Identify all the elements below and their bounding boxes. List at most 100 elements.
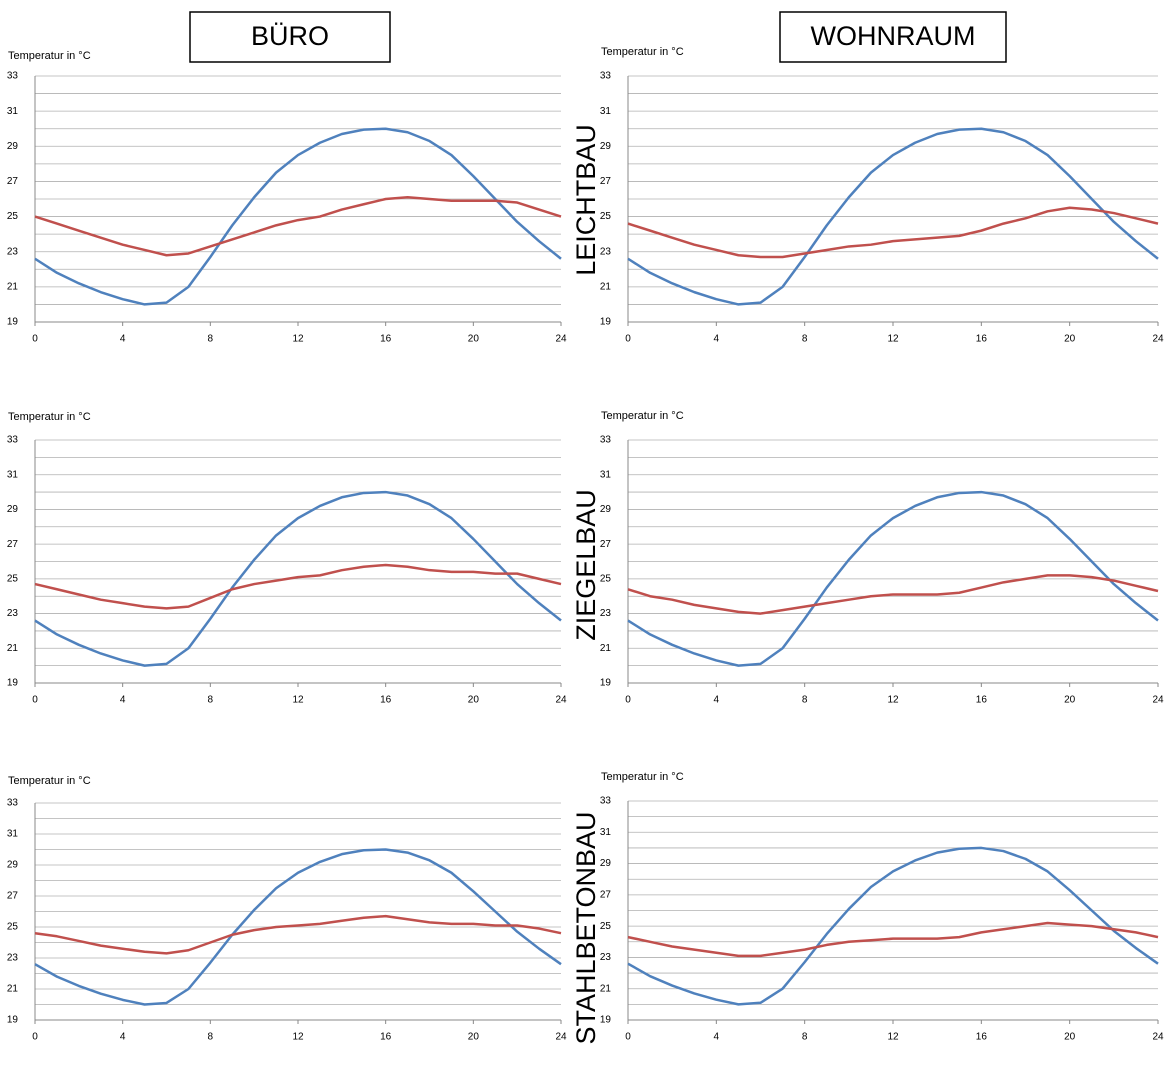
y-tick-label: 21 (7, 643, 19, 654)
series-line (34, 563, 562, 610)
y-tick-label: 33 (600, 71, 612, 82)
x-tick-label: 8 (208, 695, 214, 706)
x-tick-label: 24 (1152, 695, 1164, 706)
x-tick-label: 20 (1064, 695, 1076, 706)
y-tick-label: 31 (600, 469, 612, 480)
column-header: WOHNRAUM (811, 21, 976, 51)
series-line (34, 195, 562, 257)
y-tick-label: 25 (600, 573, 612, 584)
row-header: LEICHTBAU (571, 124, 601, 276)
y-tick-label: 23 (7, 608, 19, 619)
x-tick-label: 12 (887, 695, 899, 706)
y-tick-label: 27 (7, 539, 19, 550)
x-tick-label: 8 (802, 1032, 808, 1043)
y-tick-label: 21 (7, 281, 19, 292)
y-tick-label: 29 (7, 860, 19, 871)
series-line (34, 914, 562, 955)
y-tick-label: 27 (7, 891, 19, 902)
y-tick-label: 21 (600, 643, 612, 654)
x-tick-label: 16 (380, 1032, 392, 1043)
x-tick-label: 16 (976, 334, 988, 345)
x-tick-label: 8 (208, 334, 214, 345)
header-box (189, 11, 391, 63)
y-axis-title: Temperatur in °C (601, 46, 684, 58)
x-tick-label: 20 (468, 695, 480, 706)
y-tick-label: 19 (7, 1015, 19, 1026)
series-line (627, 206, 1159, 259)
y-tick-label: 23 (600, 952, 612, 963)
y-axis-title: Temperatur in °C (601, 410, 684, 422)
row-header: STAHLBETONBAU (571, 811, 601, 1044)
x-tick-label: 20 (1064, 334, 1076, 345)
y-tick-label: 33 (7, 71, 19, 82)
series-line (627, 574, 1159, 615)
x-tick-label: 16 (380, 334, 392, 345)
y-axis-title: Temperatur in °C (8, 775, 91, 787)
x-tick-label: 16 (380, 695, 392, 706)
y-tick-label: 23 (7, 953, 19, 964)
x-tick-label: 0 (625, 1032, 631, 1043)
x-tick-label: 4 (714, 695, 720, 706)
y-tick-label: 21 (600, 281, 612, 292)
y-tick-label: 25 (600, 921, 612, 932)
y-tick-label: 19 (600, 678, 612, 689)
x-tick-label: 24 (555, 334, 567, 345)
y-tick-label: 25 (600, 211, 612, 222)
x-tick-label: 24 (555, 695, 567, 706)
y-tick-label: 19 (7, 317, 19, 328)
x-tick-label: 24 (555, 1032, 567, 1043)
y-tick-label: 31 (7, 829, 19, 840)
x-tick-label: 8 (802, 334, 808, 345)
x-tick-label: 8 (208, 1032, 214, 1043)
y-tick-label: 21 (600, 983, 612, 994)
y-tick-label: 23 (7, 246, 19, 257)
y-tick-label: 27 (7, 176, 19, 187)
x-tick-label: 12 (887, 1032, 899, 1043)
series-line (34, 490, 562, 667)
y-tick-label: 27 (600, 176, 612, 187)
x-tick-label: 0 (32, 695, 38, 706)
x-tick-label: 16 (976, 1032, 988, 1043)
x-tick-label: 12 (887, 334, 899, 345)
series-line (34, 127, 562, 306)
y-tick-label: 31 (600, 827, 612, 838)
y-tick-label: 31 (7, 469, 19, 480)
x-tick-label: 4 (120, 334, 126, 345)
y-tick-label: 27 (600, 889, 612, 900)
y-tick-label: 25 (7, 211, 19, 222)
x-tick-label: 0 (32, 1032, 38, 1043)
y-tick-label: 33 (600, 796, 612, 807)
y-tick-label: 25 (7, 922, 19, 933)
y-tick-label: 31 (600, 106, 612, 117)
y-tick-label: 19 (7, 678, 19, 689)
y-tick-label: 19 (600, 1015, 612, 1026)
y-tick-label: 29 (600, 858, 612, 869)
x-tick-label: 12 (292, 1032, 304, 1043)
y-tick-label: 31 (7, 106, 19, 117)
x-tick-label: 12 (292, 695, 304, 706)
x-tick-label: 0 (32, 334, 38, 345)
x-tick-label: 12 (292, 334, 304, 345)
row-header: ZIEGELBAU (571, 489, 601, 641)
y-axis-title: Temperatur in °C (8, 50, 91, 62)
y-tick-label: 23 (600, 246, 612, 257)
y-axis-title: Temperatur in °C (601, 771, 684, 783)
x-tick-label: 4 (714, 1032, 720, 1043)
x-tick-label: 4 (120, 1032, 126, 1043)
x-tick-label: 20 (468, 1032, 480, 1043)
header-box (779, 11, 1007, 63)
x-tick-label: 4 (714, 334, 720, 345)
series-line (627, 846, 1159, 1006)
column-header: BÜRO (251, 21, 329, 51)
x-tick-label: 24 (1152, 1032, 1164, 1043)
y-tick-label: 29 (7, 141, 19, 152)
y-tick-label: 33 (7, 435, 19, 446)
y-tick-label: 27 (600, 539, 612, 550)
y-tick-label: 29 (600, 141, 612, 152)
y-tick-label: 25 (7, 573, 19, 584)
series-line (627, 490, 1159, 667)
y-tick-label: 23 (600, 608, 612, 619)
y-tick-label: 33 (7, 798, 19, 809)
series-line (627, 127, 1159, 306)
y-axis-title: Temperatur in °C (8, 411, 91, 423)
